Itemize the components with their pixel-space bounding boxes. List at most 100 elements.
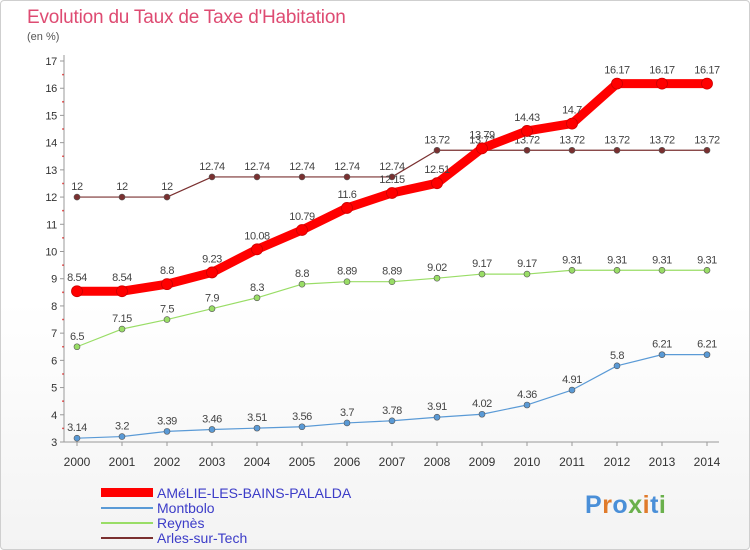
data-point <box>476 142 488 155</box>
x-tick-label: 2004 <box>244 455 271 469</box>
data-point <box>71 285 83 298</box>
data-label: 9.31 <box>697 254 717 266</box>
y-unit-label: (en %) <box>27 31 60 43</box>
data-point <box>523 270 531 278</box>
data-point <box>73 434 81 442</box>
data-label: 9.17 <box>472 258 492 270</box>
y-minor-tick <box>62 128 64 130</box>
data-label: 16.17 <box>649 65 675 77</box>
data-label: 3.2 <box>115 421 129 433</box>
data-point <box>208 305 216 312</box>
data-point <box>251 243 263 256</box>
proxiti-logo: Proxiti <box>585 491 666 520</box>
y-tick-label: 7 <box>51 328 57 340</box>
data-point <box>703 266 711 274</box>
logo-letter: r <box>602 491 613 519</box>
data-point <box>118 433 126 440</box>
y-tick-label: 14 <box>45 138 57 150</box>
data-label: 3.91 <box>427 401 447 413</box>
y-minor-tick <box>62 100 64 103</box>
data-point <box>298 173 306 181</box>
data-point <box>163 428 171 435</box>
data-point <box>118 325 126 333</box>
data-point <box>388 417 396 425</box>
x-tick-label: 2000 <box>64 455 91 469</box>
data-label: 7.9 <box>205 293 219 305</box>
data-label: 12 <box>71 181 83 193</box>
data-label: 3.78 <box>382 405 402 417</box>
data-point <box>658 266 666 274</box>
legend-item: AMéLIE-LES-BAINS-PALALDA <box>101 485 351 501</box>
y-tick-label: 11 <box>46 219 57 231</box>
logo-letter: P <box>585 491 603 519</box>
data-point <box>118 193 126 201</box>
data-label: 10.08 <box>244 230 270 242</box>
data-label: 6.21 <box>697 339 717 351</box>
data-point <box>433 146 441 154</box>
data-point <box>613 266 621 274</box>
data-point <box>253 424 261 432</box>
legend-item: Reynès <box>101 515 351 531</box>
data-label: 12 <box>116 181 128 193</box>
y-minor-tick <box>62 182 64 185</box>
data-point <box>613 146 621 154</box>
data-label: 13.72 <box>559 134 585 146</box>
data-point <box>298 280 306 288</box>
data-point <box>343 173 351 181</box>
data-point <box>73 193 81 201</box>
y-tick-label: 5 <box>51 383 57 395</box>
data-label: 5.8 <box>610 350 624 362</box>
data-point <box>656 77 668 90</box>
data-point <box>388 278 396 286</box>
data-label: 11.6 <box>338 189 357 201</box>
data-label: 12.74 <box>289 161 315 173</box>
y-minor-tick <box>62 209 64 212</box>
y-minor-tick <box>62 236 64 239</box>
data-point <box>253 294 261 302</box>
data-point <box>298 423 306 431</box>
data-label: 7.15 <box>112 313 132 325</box>
x-tick-label: 2006 <box>334 455 361 469</box>
y-minor-tick <box>62 345 64 348</box>
data-point <box>703 146 711 154</box>
logo-letter: i <box>642 491 651 519</box>
data-label: 13.72 <box>604 134 630 146</box>
x-tick-label: 2003 <box>199 455 226 469</box>
data-label: 12.51 <box>424 164 450 176</box>
y-tick-label: 4 <box>51 410 57 422</box>
data-point <box>206 266 218 279</box>
y-tick-label: 10 <box>45 247 57 259</box>
y-tick-label: 13 <box>45 165 57 177</box>
legend-label: Montbolo <box>157 499 215 516</box>
data-point <box>343 278 351 286</box>
data-point <box>523 401 531 409</box>
legend-item: Arles-sur-Tech <box>101 530 351 546</box>
x-tick-label: 2014 <box>694 455 721 469</box>
x-tick-label: 2011 <box>559 455 585 469</box>
legend: AMéLIE-LES-BAINS-PALALDA Montbolo Reynès Ar… <box>101 485 351 546</box>
data-label: 8.54 <box>112 272 132 284</box>
data-label: 3.46 <box>202 413 222 425</box>
data-label: 13.79 <box>469 129 495 141</box>
data-point <box>161 278 173 291</box>
data-label: 3.56 <box>292 411 312 423</box>
data-point <box>433 274 441 282</box>
x-tick-label: 2007 <box>379 455 406 469</box>
logo-letter: t <box>650 491 659 519</box>
y-tick-label: 6 <box>51 355 57 367</box>
data-point <box>658 146 666 154</box>
y-minor-tick <box>62 264 64 267</box>
data-point <box>613 362 621 370</box>
data-label: 4.02 <box>472 398 492 410</box>
chart-title: Evolution du Taux de Taxe d'Habitation <box>27 7 346 28</box>
data-point <box>73 343 81 351</box>
data-point <box>343 419 351 427</box>
legend-swatch <box>101 488 153 497</box>
data-label: 3.14 <box>67 422 87 434</box>
data-point <box>431 177 443 190</box>
data-point <box>386 187 398 199</box>
data-label: 6.5 <box>70 331 84 343</box>
data-label: 14.7 <box>562 105 582 117</box>
y-tick-label: 9 <box>51 274 57 286</box>
